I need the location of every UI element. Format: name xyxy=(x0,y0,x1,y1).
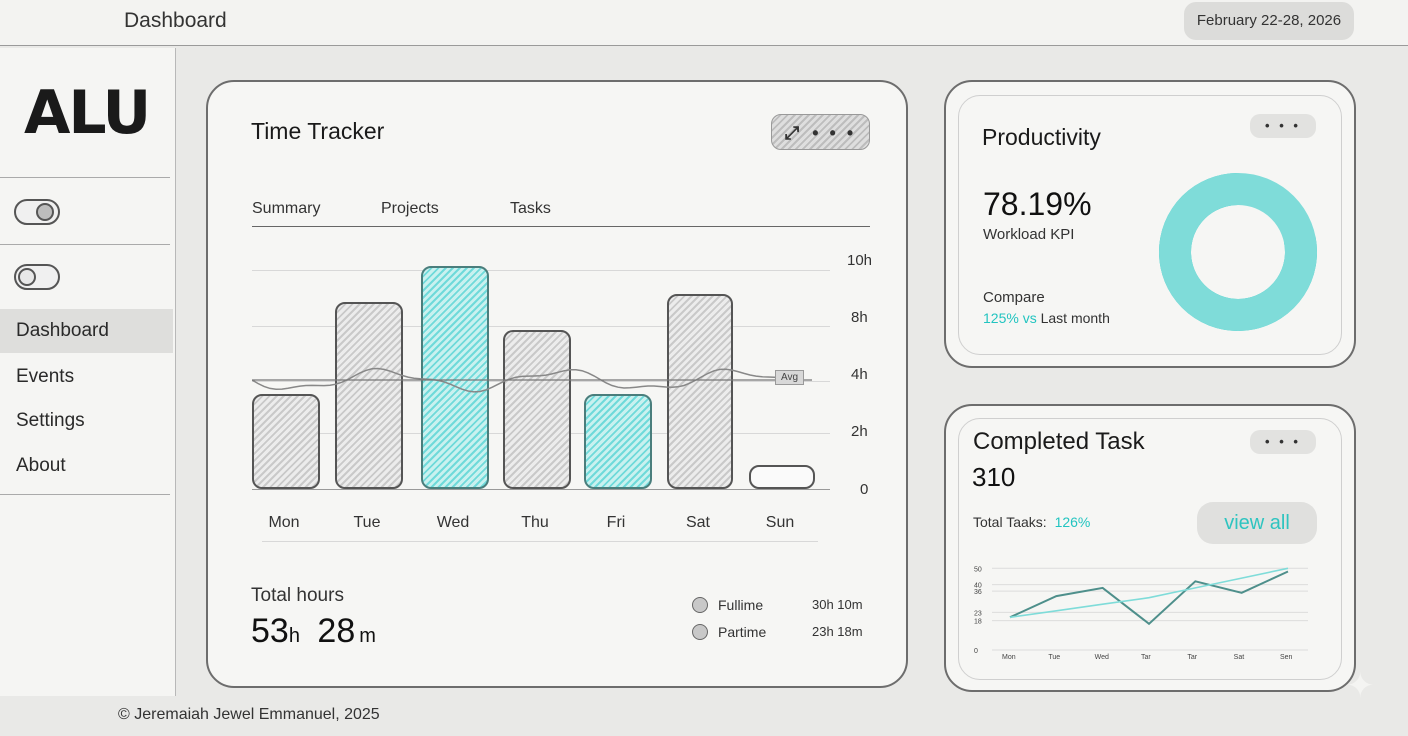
sparkle-icon: ✦ xyxy=(1346,667,1375,705)
chart-baseline xyxy=(252,489,830,490)
y-tick-label: 36 xyxy=(974,589,982,596)
total-hours-label: Total hours xyxy=(251,585,344,606)
productivity-donut-chart xyxy=(1159,173,1317,331)
x-tick-label: Tar xyxy=(1141,654,1151,661)
toggle-knob xyxy=(36,203,54,221)
date-range-picker[interactable]: February 22-28, 2026 xyxy=(1184,2,1354,40)
completed-more-button[interactable]: • • • xyxy=(1250,430,1316,454)
tabs-underline xyxy=(252,226,870,227)
gridline xyxy=(252,270,830,271)
sidebar-item-dashboard[interactable]: Dashboard xyxy=(0,309,173,353)
tab-projects[interactable]: Projects xyxy=(381,200,439,217)
bar-wed[interactable] xyxy=(421,265,489,489)
x-tick-label: Mon xyxy=(1002,654,1016,661)
compare-percent: 125% vs xyxy=(983,310,1037,326)
line-series-total xyxy=(1009,567,1289,619)
x-tick-label: Sat xyxy=(1234,654,1245,661)
line-series-completed xyxy=(1009,570,1289,626)
parttime-legend-dot xyxy=(692,624,708,640)
parttime-legend-value: 23h 18m xyxy=(812,624,863,639)
bar-sat[interactable] xyxy=(667,293,733,489)
time-tracker-title: Time Tracker xyxy=(251,118,385,144)
x-tick-label: Sat xyxy=(685,514,710,531)
y-tick-label: 23 xyxy=(974,610,982,617)
y-tick-label: 4h xyxy=(851,366,868,383)
x-tick-label: Tue xyxy=(1048,654,1060,661)
sidebar: ALU Dashboard Events Settings About xyxy=(0,48,176,696)
more-icon[interactable]: • • • xyxy=(812,123,857,143)
divider xyxy=(0,244,170,245)
average-label: Avg xyxy=(775,370,805,385)
productivity-value: 78.19% xyxy=(983,186,1092,222)
bar-fri[interactable] xyxy=(584,394,652,489)
donut-slice-rest xyxy=(1159,173,1317,331)
footer-copyright: © Jeremaiah Jewel Emmanuel, 2025 xyxy=(118,706,380,723)
y-tick-label: 8h xyxy=(851,309,868,326)
sidebar-item-settings[interactable]: Settings xyxy=(16,410,85,431)
divider xyxy=(262,541,818,542)
compare-period: Last month xyxy=(1040,310,1110,326)
expand-icon[interactable]: ⤢ xyxy=(784,123,803,143)
x-tick-label: Mon xyxy=(268,514,300,531)
y-tick-label: 2h xyxy=(851,423,868,440)
x-tick-label: Thu xyxy=(521,514,549,531)
productivity-card-inner xyxy=(958,95,1342,355)
completed-count: 310 xyxy=(972,462,1016,492)
y-tick-label: 10h xyxy=(847,252,873,269)
total-tasks-text: Total Taaks: 126% xyxy=(973,514,1090,530)
total-tasks-percent: 126% xyxy=(1054,514,1091,530)
compare-text: 125% vs Last month xyxy=(983,310,1110,326)
bar-mon[interactable] xyxy=(252,394,320,489)
top-bar: Dashboard February 22-28, 2026 xyxy=(0,0,1408,46)
y-tick-label: 0 xyxy=(974,648,978,655)
completed-task-title: Completed Task xyxy=(973,428,1145,455)
completed-card-inner xyxy=(958,418,1342,680)
sidebar-item-about[interactable]: About xyxy=(16,455,66,476)
minutes-number: 28 xyxy=(317,612,356,650)
workload-kpi-label: Workload KPI xyxy=(983,226,1075,243)
compare-label: Compare xyxy=(983,289,1045,306)
fulltime-legend-label: Fullime xyxy=(718,597,764,613)
y-tick-label: 18 xyxy=(974,619,982,626)
tab-tasks[interactable]: Tasks xyxy=(510,200,551,217)
x-tick-label: Sun xyxy=(765,514,795,531)
fulltime-legend-dot xyxy=(692,597,708,613)
x-tick-label: Wed xyxy=(436,514,470,531)
trend-line xyxy=(252,367,793,393)
gridline xyxy=(252,326,830,327)
toggle-switch-2[interactable] xyxy=(14,264,60,290)
bar-tue[interactable] xyxy=(335,301,403,489)
logo: ALU xyxy=(24,78,151,148)
hours-number: 53 xyxy=(251,612,289,650)
productivity-more-button[interactable]: • • • xyxy=(1250,114,1316,138)
bar-thu[interactable] xyxy=(503,329,571,489)
y-tick-label: 0 xyxy=(860,481,869,498)
total-tasks-label: Total Taaks: xyxy=(973,514,1047,530)
trend-line-chart xyxy=(252,367,812,393)
fulltime-legend-value: 30h 10m xyxy=(812,597,863,612)
x-tick-label: Wed xyxy=(1095,654,1109,661)
page-title: Dashboard xyxy=(124,9,227,32)
x-tick-label: Fri xyxy=(606,514,626,531)
view-all-button[interactable]: view all xyxy=(1197,502,1317,544)
parttime-legend-label: Partime xyxy=(718,624,767,640)
x-tick-label: Tue xyxy=(353,514,381,531)
y-tick-label: 40 xyxy=(974,583,982,590)
bar-sun[interactable] xyxy=(749,465,815,489)
y-tick-label: 50 xyxy=(974,566,982,573)
tab-summary[interactable]: Summary xyxy=(252,200,321,217)
divider xyxy=(0,494,170,495)
x-tick-label: Sen xyxy=(1280,654,1293,661)
minutes-unit: m xyxy=(359,625,376,647)
sidebar-item-events[interactable]: Events xyxy=(16,366,75,387)
toggle-switch-1[interactable] xyxy=(14,199,60,225)
total-hours-value: 53h 28 m xyxy=(251,612,376,651)
toggle-knob xyxy=(18,268,36,286)
card-actions-button[interactable]: ⤢ • • • xyxy=(771,114,870,150)
divider xyxy=(0,177,170,178)
productivity-title: Productivity xyxy=(982,124,1101,150)
hours-unit: h xyxy=(288,625,300,647)
x-tick-label: Tar xyxy=(1187,654,1197,661)
